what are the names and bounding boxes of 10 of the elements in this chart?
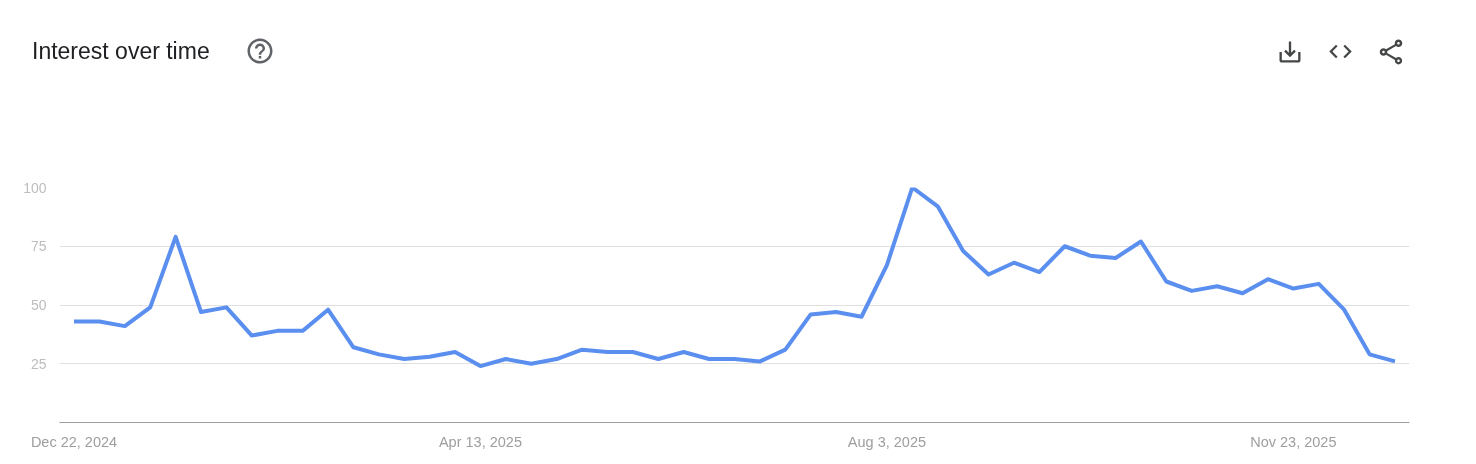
chart-title: Interest over time <box>32 38 210 64</box>
y-tick-label: 100 <box>23 179 47 196</box>
x-tick-label: Aug 3, 2025 <box>847 433 927 450</box>
x-tick-label: Dec 22, 2024 <box>30 433 118 450</box>
x-tick-label: Apr 13, 2025 <box>438 433 522 450</box>
y-tick-label: 75 <box>30 238 47 255</box>
y-tick-label: 50 <box>30 297 47 313</box>
y-tick-label: 25 <box>30 355 47 372</box>
line-series <box>72 187 1397 369</box>
x-tick-label: Nov 23, 2025 <box>1250 433 1337 450</box>
